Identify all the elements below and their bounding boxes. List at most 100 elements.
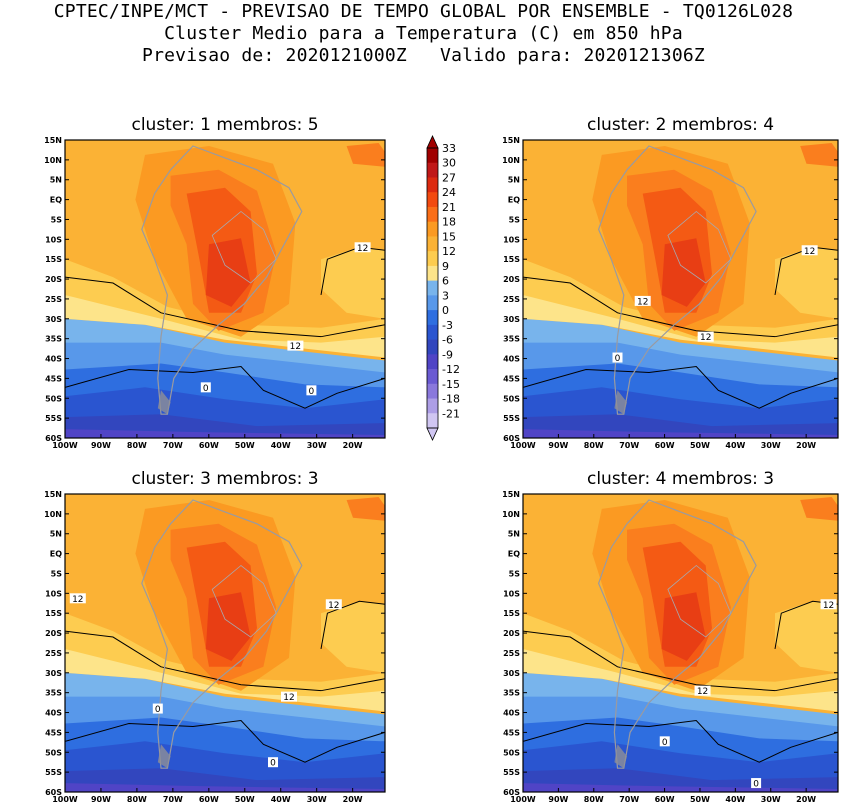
contour-label: 12: [357, 244, 368, 254]
lat-tick-label: 5S: [51, 569, 63, 578]
colorbar-swatch: [427, 177, 438, 193]
lat-tick-label: 60S: [503, 434, 520, 443]
colorbar-bottom-arrow: [426, 427, 439, 441]
lon-tick-label: 100W: [52, 441, 78, 450]
lat-tick-label: EQ: [508, 550, 520, 559]
lat-tick-label: 15N: [44, 136, 62, 145]
lat-tick-label: 20S: [45, 275, 62, 284]
panel-title: cluster: 4 membros: 3: [587, 469, 774, 489]
lon-tick-label: 30W: [307, 441, 327, 450]
lat-tick-label: 20S: [45, 629, 62, 638]
lat-tick-label: 15S: [503, 609, 520, 618]
lat-tick-label: 15N: [44, 490, 62, 499]
map-panel-cluster-1: cluster: 1 membros: 5 15N 10N 5N EQ 5S 10S 15S 2…: [44, 115, 386, 450]
contour-label: 0: [615, 354, 621, 364]
lat-tick-label: 10N: [502, 510, 520, 519]
lat-tick-label: 40S: [503, 355, 520, 364]
colorbar-swatch: [427, 310, 438, 326]
lat-tick-label: 55S: [503, 414, 520, 423]
lat-tick-label: 5S: [509, 569, 521, 578]
lat-tick-label: 25S: [45, 295, 62, 304]
colorbar-swatch: [427, 192, 438, 208]
lat-tick-label: 45S: [503, 728, 520, 737]
lon-tick-label: 90W: [548, 441, 568, 450]
lat-tick-label: 30S: [503, 315, 520, 324]
colorbar-swatch: [427, 280, 438, 296]
map-panel-cluster-3: cluster: 3 membros: 3 15N 10N 5N EQ 5S 10S 15S 2…: [44, 469, 386, 803]
colorbar-label: -12: [442, 363, 460, 376]
lat-tick-label: 15N: [502, 490, 520, 499]
lat-tick-label: 25S: [503, 295, 520, 304]
lat-tick-label: 25S: [45, 649, 62, 658]
colorbar-label: -21: [442, 407, 460, 420]
lat-tick-label: 15S: [503, 255, 520, 264]
lat-tick-label: 5N: [508, 530, 520, 539]
lat-tick-label: 5N: [50, 176, 62, 185]
lon-tick-label: 70W: [163, 441, 183, 450]
lat-tick-label: 30S: [503, 669, 520, 678]
colorbar-label: -18: [442, 393, 460, 406]
lon-tick-label: 80W: [584, 795, 604, 803]
panel-title: cluster: 1 membros: 5: [131, 115, 318, 135]
panel-title: cluster: 2 membros: 4: [587, 115, 774, 135]
lat-tick-label: 10S: [45, 235, 62, 244]
lon-tick-label: 90W: [91, 795, 111, 803]
colorbar-swatch: [427, 162, 438, 178]
temperature-field: [523, 494, 838, 792]
colorbar-label: 24: [442, 186, 456, 199]
colorbar-label: 9: [442, 260, 449, 273]
lat-tick-label: 5S: [509, 215, 521, 224]
temperature-field: [65, 494, 385, 792]
lon-tick-label: 60W: [199, 441, 219, 450]
lon-tick-label: 70W: [163, 795, 183, 803]
colorbar-label: -9: [442, 348, 453, 361]
colorbar-swatch: [427, 265, 438, 282]
colorbar-label: 0: [442, 304, 449, 317]
lon-tick-label: 40W: [271, 795, 291, 803]
lat-tick-label: 50S: [503, 394, 520, 403]
lat-tick-label: 50S: [45, 394, 62, 403]
lat-tick-label: 50S: [45, 748, 62, 757]
lat-tick-label: 60S: [45, 788, 62, 797]
lat-tick-label: 10S: [503, 589, 520, 598]
temperature-field: [65, 140, 385, 438]
lon-tick-label: 90W: [548, 795, 568, 803]
lat-tick-label: EQ: [50, 550, 62, 559]
lat-tick-label: 35S: [45, 689, 62, 698]
lat-tick-label: 10S: [45, 589, 62, 598]
lat-tick-label: 20S: [503, 275, 520, 284]
contour-label: 12: [290, 342, 301, 352]
lon-tick-label: 80W: [127, 441, 147, 450]
colorbar-swatch: [427, 206, 438, 223]
contour-label: 12: [823, 601, 834, 611]
lat-tick-label: EQ: [508, 196, 520, 205]
map-panel-cluster-4: cluster: 4 membros: 3 15N 10N 5N EQ 5S 10S 15S 2…: [502, 469, 839, 803]
lat-tick-label: 40S: [503, 709, 520, 718]
colorbar-swatch: [427, 339, 438, 355]
map-frame: [522, 139, 839, 439]
contour-label: 12: [700, 333, 711, 343]
contour-label: 12: [72, 595, 83, 605]
colorbar-swatch: [427, 148, 438, 164]
lon-tick-label: 70W: [619, 441, 639, 450]
colorbar-label: 6: [442, 275, 449, 288]
lon-tick-label: 80W: [127, 795, 147, 803]
lon-tick-label: 40W: [725, 795, 745, 803]
colorbar-label: 3: [442, 289, 449, 302]
lat-tick-label: 55S: [503, 768, 520, 777]
map-frame: [64, 139, 386, 439]
header-line-3: Previsao de: 2020121000Z Valido para: 20…: [142, 45, 705, 66]
lat-tick-label: 60S: [503, 788, 520, 797]
colorbar-swatch: [427, 324, 438, 340]
colorbar-swatch: [427, 221, 438, 237]
contour-label: 0: [155, 705, 161, 715]
map-frame: [64, 493, 386, 793]
lon-tick-label: 100W: [510, 441, 536, 450]
lat-tick-label: 25S: [503, 649, 520, 658]
map-frame: [522, 493, 839, 793]
colorbar-top-arrow: [426, 135, 439, 149]
lat-tick-label: 35S: [503, 335, 520, 344]
lon-tick-label: 60W: [655, 795, 675, 803]
lon-tick-label: 80W: [584, 441, 604, 450]
